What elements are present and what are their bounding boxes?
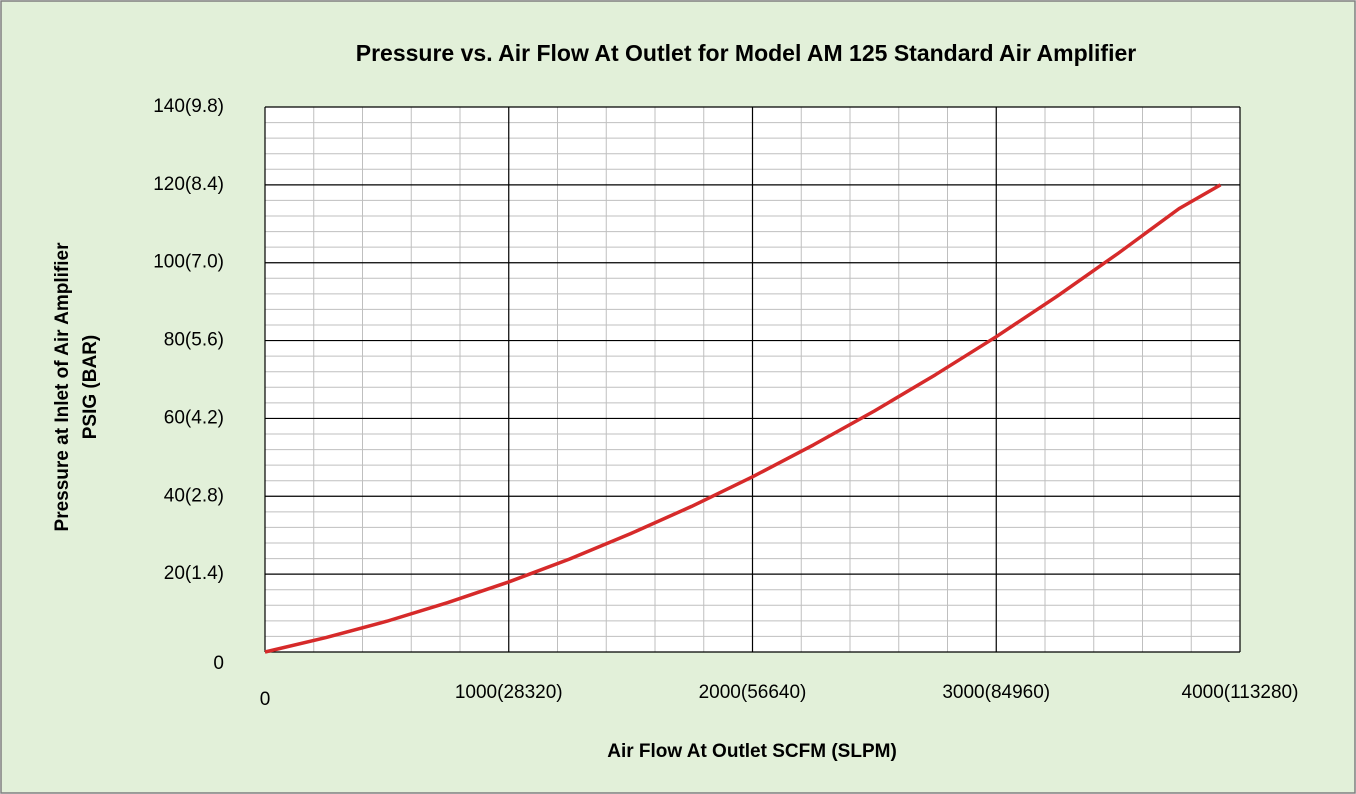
y-axis-label: Pressure at Inlet of Air Amplifier xyxy=(52,242,73,532)
x-tick-label: 2000(56640) xyxy=(699,682,807,703)
y-tick-label: 140(9.8) xyxy=(153,96,224,117)
x-axis-label: Air Flow At Outlet SCFM (SLPM) xyxy=(607,741,897,762)
x-tick-label: 4000(113280) xyxy=(1182,682,1299,703)
data-line xyxy=(264,183,1222,654)
y-tick-label: 20(1.4) xyxy=(164,563,224,584)
y-tick-label: 60(4.2) xyxy=(164,407,224,428)
chart-title: Pressure vs. Air Flow At Outlet for Mode… xyxy=(356,40,1136,66)
y-tick-label: 40(2.8) xyxy=(164,485,224,506)
y-tick-label: 120(8.4) xyxy=(153,174,224,195)
x-tick-label: 0 xyxy=(260,689,271,710)
y-tick-label: 100(7.0) xyxy=(153,252,224,273)
x-tick-label: 1000(28320) xyxy=(455,682,563,703)
grid xyxy=(264,106,1241,653)
y-tick-label: 0 xyxy=(213,653,224,674)
x-tick-label: 3000(84960) xyxy=(942,682,1050,703)
y-axis-label: PSIG (BAR) xyxy=(80,335,101,440)
y-tick-label: 80(5.6) xyxy=(164,330,224,351)
